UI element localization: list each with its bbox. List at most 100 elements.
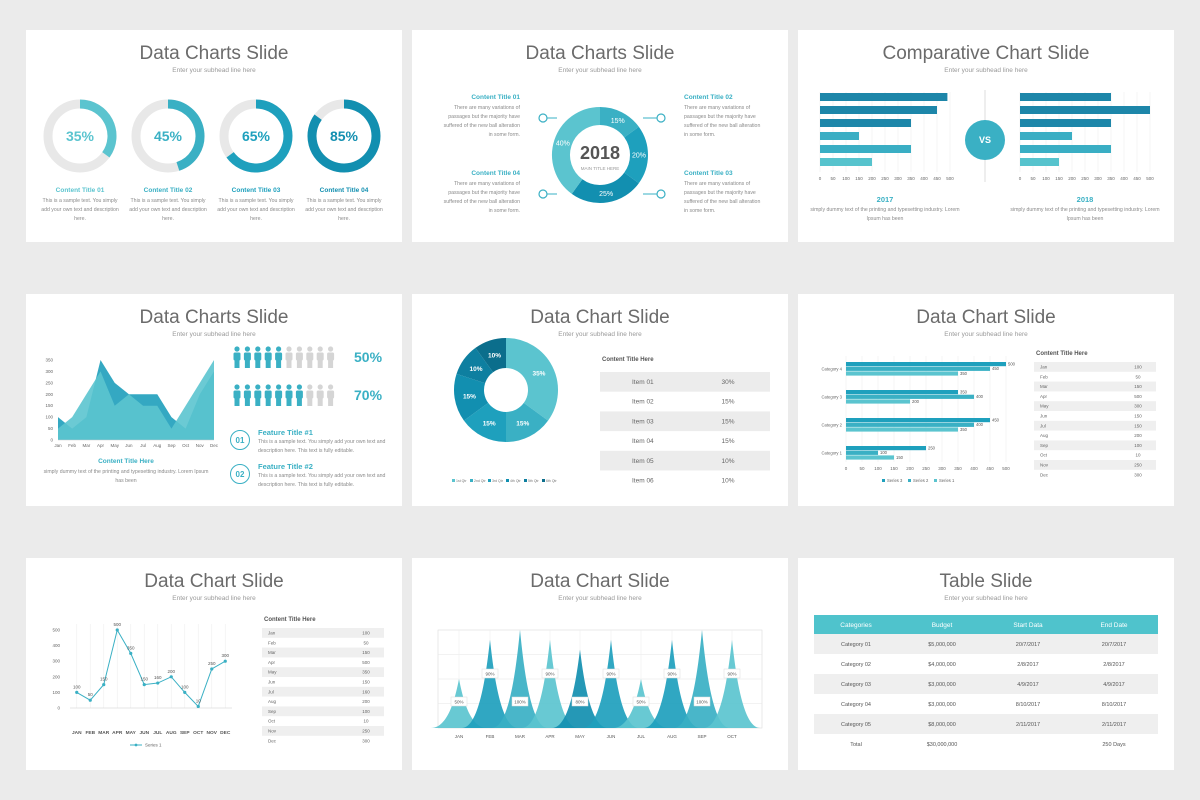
table-cell: Nov	[1040, 463, 1049, 468]
content-text: This is a sample text. You simply add yo…	[129, 198, 207, 222]
person-legs	[317, 360, 323, 368]
legend-swatch	[452, 479, 455, 482]
pictogram-row	[233, 346, 335, 368]
person-head	[286, 346, 292, 352]
x-tick-label: Aug	[153, 443, 162, 448]
bar	[846, 366, 990, 371]
x-tick-label: JUN	[607, 734, 616, 739]
table-cell: 150	[1134, 384, 1142, 389]
chart-year: 2017	[876, 195, 894, 204]
x-tick-label: MAY	[126, 730, 137, 736]
table-cell: 10%	[721, 458, 734, 465]
bar	[820, 106, 937, 114]
table-cell: Nov	[268, 729, 277, 734]
donut-segment	[456, 347, 494, 385]
x-tick-label: 100	[874, 466, 882, 471]
x-tick-label: Jan	[54, 443, 62, 448]
bar-label: 350	[960, 390, 968, 395]
x-tick-label: 300	[1094, 176, 1102, 181]
bar-label: 400	[976, 394, 984, 399]
person-legs	[265, 360, 271, 368]
person-legs	[244, 398, 250, 406]
x-tick-label: JAN	[455, 734, 464, 739]
table-cell: 20/7/2017	[1102, 642, 1126, 648]
donut-label: 85%	[330, 128, 359, 144]
legend-label: 5th Qtr	[528, 479, 540, 483]
pictogram-row	[233, 384, 335, 406]
slide-title: Data Charts Slide	[139, 307, 289, 328]
point-label: 200	[167, 669, 175, 674]
connector-dot	[538, 113, 548, 123]
peak-label: 90%	[606, 672, 615, 677]
table-cell: 150	[362, 650, 370, 655]
person-head	[255, 384, 261, 390]
slide: 0 50 100 150 200 250 300 350 Jan Feb Mar Apr May Jun J…	[26, 294, 402, 506]
person-body	[254, 352, 262, 361]
x-tick-label: 500	[1002, 466, 1010, 471]
y-tick-label: 200	[45, 392, 53, 397]
x-tick-label: 500	[1146, 176, 1154, 181]
table-cell: 4/9/2017	[1103, 682, 1124, 688]
table-cell: Aug	[268, 699, 277, 704]
table-cell: Item 03	[632, 418, 654, 425]
bar	[1020, 132, 1072, 140]
footer-cell: 250 Days	[1102, 742, 1125, 748]
x-tick-label: Feb	[68, 443, 76, 448]
point	[183, 690, 187, 694]
feature-number: 01	[236, 436, 245, 445]
chart-title: Content Title Here	[98, 458, 154, 465]
person-head	[265, 384, 271, 390]
person-body	[275, 390, 283, 399]
table-cell: 500	[1134, 394, 1142, 399]
peak	[644, 639, 700, 728]
connector-dot	[656, 113, 666, 123]
point	[88, 698, 92, 702]
donut-segment	[552, 107, 601, 194]
point-label: 500	[113, 622, 121, 627]
table-row	[600, 372, 770, 392]
y-tick-label: 300	[45, 369, 53, 374]
legend-swatch	[470, 479, 473, 482]
y-tick-label: 200	[52, 674, 60, 679]
slide-subtitle: Enter your subhead line here	[558, 331, 642, 338]
feature-text: This is a sample text. You simply add yo…	[258, 473, 386, 488]
table-row	[1034, 420, 1156, 431]
x-tick-label: 200	[1068, 176, 1076, 181]
pictogram-label: 50%	[354, 349, 383, 365]
table-cell: Item 01	[632, 379, 654, 386]
table-cell: Item 04	[632, 438, 654, 445]
slide-title: Data Chart Slide	[530, 571, 670, 592]
legend-swatch	[542, 479, 545, 482]
y-tick-label: 100	[52, 690, 60, 695]
person-body	[275, 352, 283, 361]
x-tick-label: DEC	[220, 730, 231, 736]
bar-label: 250	[928, 446, 936, 451]
segment-label: 15%	[463, 393, 476, 400]
person-legs	[317, 398, 323, 406]
point	[75, 690, 79, 694]
table-cell: 200	[1134, 433, 1142, 438]
center-title: 2018	[580, 143, 620, 163]
x-tick-label: 350	[1107, 176, 1115, 181]
table-cell: 50	[1135, 374, 1141, 379]
x-tick-label: JUL	[153, 730, 162, 736]
table-cell: Oct	[1040, 453, 1048, 458]
content-heading: Content Title 03	[231, 187, 281, 194]
legend-swatch	[488, 479, 491, 482]
table-cell: Mar	[1040, 384, 1048, 389]
person-legs	[255, 398, 261, 406]
table-row	[262, 706, 384, 717]
bar-label: 350	[960, 427, 968, 432]
table-cell: 200	[362, 699, 370, 704]
x-tick-label: MAR	[515, 734, 526, 739]
table-cell: 20/7/2017	[1016, 642, 1040, 648]
footer-cell: Total	[850, 742, 862, 748]
point-label: 160	[154, 675, 162, 680]
table-cell: Jun	[1040, 414, 1048, 419]
table-cell: 10	[363, 719, 369, 724]
legend-label: 6th Qtr	[546, 479, 558, 483]
point	[129, 651, 133, 655]
point	[210, 667, 214, 671]
table-row	[262, 667, 384, 677]
slide-subtitle: Enter your subhead line here	[172, 595, 256, 602]
